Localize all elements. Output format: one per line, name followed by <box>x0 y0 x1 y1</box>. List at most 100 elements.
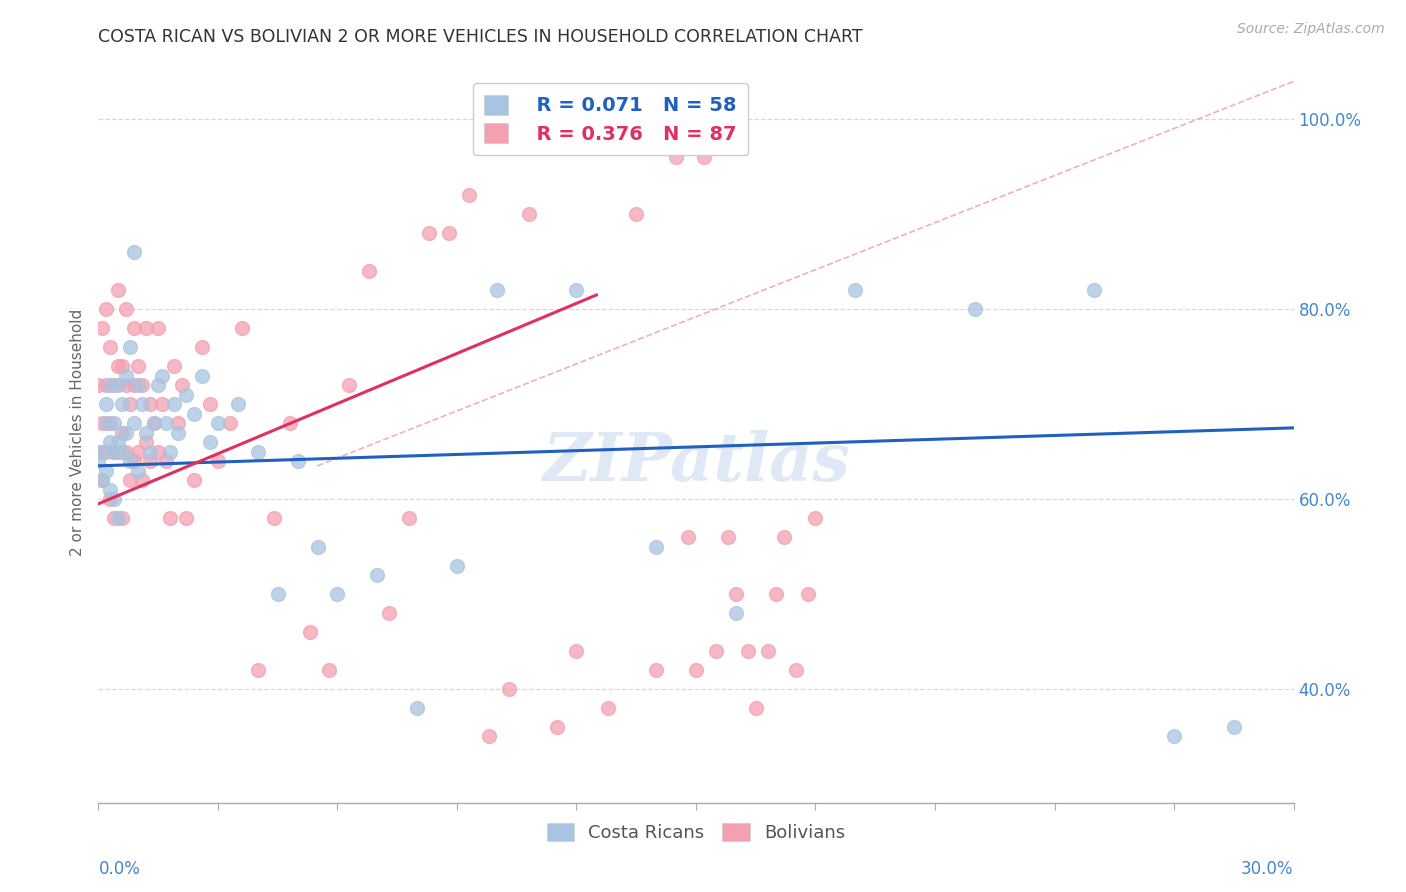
Point <box>131 397 153 411</box>
Point <box>124 378 146 392</box>
Point <box>756 644 779 658</box>
Point <box>645 540 668 554</box>
Point <box>91 321 114 335</box>
Point <box>278 416 301 430</box>
Point <box>111 444 134 458</box>
Point <box>745 701 768 715</box>
Point <box>565 644 588 658</box>
Point <box>124 416 146 430</box>
Point <box>103 511 125 525</box>
Point <box>1083 283 1105 297</box>
Point <box>96 397 118 411</box>
Point <box>685 663 707 677</box>
Point <box>115 444 138 458</box>
Point <box>159 511 181 525</box>
Point <box>155 416 177 430</box>
Point <box>366 568 388 582</box>
Point <box>148 444 170 458</box>
Point <box>796 587 818 601</box>
Point <box>103 444 125 458</box>
Point <box>135 321 157 335</box>
Point <box>98 483 122 497</box>
Point <box>765 587 787 601</box>
Point <box>167 425 190 440</box>
Point <box>98 416 122 430</box>
Point <box>246 663 269 677</box>
Point <box>87 444 110 458</box>
Point <box>191 340 214 354</box>
Point <box>267 587 290 601</box>
Point <box>704 644 727 658</box>
Point <box>96 416 118 430</box>
Point <box>91 416 114 430</box>
Text: Source: ZipAtlas.com: Source: ZipAtlas.com <box>1237 22 1385 37</box>
Point <box>98 378 122 392</box>
Point <box>135 425 157 440</box>
Point <box>485 283 508 297</box>
Point <box>676 530 699 544</box>
Point <box>804 511 827 525</box>
Point <box>418 227 440 241</box>
Point <box>437 227 460 241</box>
Point <box>96 464 118 478</box>
Point <box>359 264 381 278</box>
Point <box>693 150 716 164</box>
Point <box>127 464 149 478</box>
Point <box>155 454 177 468</box>
Point <box>148 378 170 392</box>
Point <box>139 444 162 458</box>
Point <box>298 624 321 639</box>
Point <box>150 368 173 383</box>
Point <box>517 207 540 221</box>
Point <box>231 321 253 335</box>
Point <box>174 387 197 401</box>
Point <box>246 444 269 458</box>
Point <box>96 444 118 458</box>
Point <box>167 416 190 430</box>
Point <box>844 283 866 297</box>
Point <box>287 454 309 468</box>
Point <box>124 454 146 468</box>
Point <box>111 511 134 525</box>
Point <box>98 491 122 506</box>
Point <box>724 606 747 620</box>
Point <box>120 340 142 354</box>
Point <box>446 558 468 573</box>
Point <box>115 368 138 383</box>
Point <box>1163 730 1185 744</box>
Point <box>207 454 229 468</box>
Point <box>717 530 740 544</box>
Point <box>498 681 520 696</box>
Point <box>91 473 114 487</box>
Point <box>103 491 125 506</box>
Point <box>174 511 197 525</box>
Point <box>127 444 149 458</box>
Point <box>91 444 114 458</box>
Text: ZIPatlas: ZIPatlas <box>543 430 849 495</box>
Point <box>326 587 349 601</box>
Text: 0.0%: 0.0% <box>98 860 141 878</box>
Text: 30.0%: 30.0% <box>1241 860 1294 878</box>
Point <box>127 359 149 374</box>
Point <box>458 188 481 202</box>
Point <box>150 397 173 411</box>
Point <box>598 701 620 715</box>
Point <box>785 663 807 677</box>
Point <box>98 340 122 354</box>
Point <box>263 511 285 525</box>
Point <box>163 359 186 374</box>
Point <box>96 302 118 317</box>
Point <box>339 378 361 392</box>
Point <box>143 416 166 430</box>
Point <box>626 207 648 221</box>
Point <box>398 511 420 525</box>
Point <box>207 416 229 430</box>
Point <box>378 606 401 620</box>
Point <box>111 359 134 374</box>
Point <box>172 378 194 392</box>
Legend: Costa Ricans, Bolivians: Costa Ricans, Bolivians <box>540 815 852 849</box>
Point <box>198 397 221 411</box>
Point <box>645 663 668 677</box>
Point <box>87 378 110 392</box>
Point <box>226 397 249 411</box>
